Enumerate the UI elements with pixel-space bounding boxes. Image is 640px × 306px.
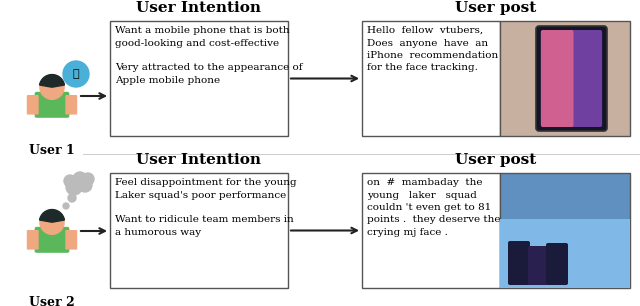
FancyBboxPatch shape	[536, 26, 607, 131]
Text: Hello  fellow  vtubers,
Does  anyone  have  an
iPhone  recommendation
for the fa: Hello fellow vtubers, Does anyone have a…	[367, 26, 499, 73]
FancyBboxPatch shape	[65, 95, 77, 115]
Circle shape	[82, 173, 94, 185]
Text: User 1: User 1	[29, 144, 75, 157]
Circle shape	[63, 61, 89, 87]
Circle shape	[78, 178, 92, 192]
Circle shape	[63, 203, 69, 209]
FancyBboxPatch shape	[65, 230, 77, 250]
FancyBboxPatch shape	[27, 230, 38, 250]
Circle shape	[68, 194, 76, 202]
Text: Want a mobile phone that is both
good-looking and cost-effective

Very attracted: Want a mobile phone that is both good-lo…	[115, 26, 303, 85]
Circle shape	[64, 175, 76, 187]
FancyBboxPatch shape	[110, 21, 288, 136]
Circle shape	[73, 172, 87, 186]
Text: User Intention: User Intention	[136, 1, 262, 15]
Wedge shape	[40, 75, 65, 87]
Text: User post: User post	[456, 153, 536, 167]
FancyBboxPatch shape	[500, 21, 630, 136]
FancyBboxPatch shape	[546, 243, 568, 285]
FancyBboxPatch shape	[362, 21, 500, 136]
FancyBboxPatch shape	[508, 241, 530, 285]
Text: Feel disappointment for the young
Laker squad's poor performance

Want to ridicu: Feel disappointment for the young Laker …	[115, 178, 296, 237]
Text: on  #  mambaday  the
young   laker   squad
couldn 't even get to 81
points .  th: on # mambaday the young laker squad coul…	[367, 178, 500, 237]
FancyBboxPatch shape	[35, 227, 69, 253]
FancyBboxPatch shape	[27, 95, 38, 115]
Circle shape	[40, 210, 64, 234]
FancyBboxPatch shape	[362, 173, 500, 288]
Text: User post: User post	[456, 1, 536, 15]
FancyBboxPatch shape	[541, 30, 602, 127]
FancyBboxPatch shape	[528, 246, 548, 285]
FancyBboxPatch shape	[541, 30, 573, 127]
Circle shape	[40, 75, 64, 99]
Wedge shape	[40, 210, 65, 222]
Text: User 2: User 2	[29, 296, 75, 306]
FancyBboxPatch shape	[500, 219, 630, 288]
Circle shape	[66, 179, 82, 195]
FancyBboxPatch shape	[35, 92, 69, 118]
Text: User Intention: User Intention	[136, 153, 262, 167]
FancyBboxPatch shape	[110, 173, 288, 288]
Text: 🛒: 🛒	[73, 69, 79, 79]
FancyBboxPatch shape	[500, 173, 630, 288]
